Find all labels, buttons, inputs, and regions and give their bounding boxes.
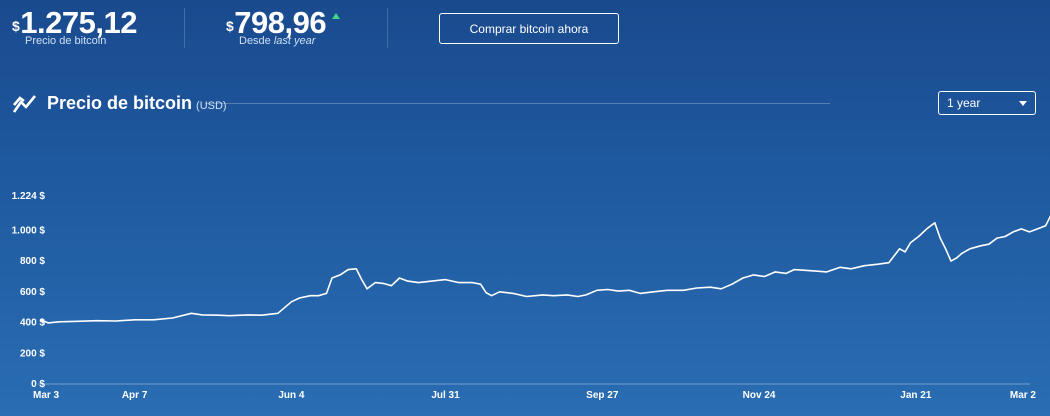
y-tick-label: 1.224 $ xyxy=(12,191,46,202)
y-tick-label: 1.000 $ xyxy=(12,225,46,236)
y-tick-label: 200 $ xyxy=(20,348,45,359)
x-tick-label: Jun 4 xyxy=(278,390,305,401)
since-price: $798,96 Desde last year xyxy=(226,6,341,47)
y-tick-label: 600 $ xyxy=(20,287,45,298)
x-tick-label: Nov 24 xyxy=(743,390,776,401)
y-tick-label: 800 $ xyxy=(20,256,45,267)
since-price-label: Desde last year xyxy=(239,35,316,47)
y-tick-label: 0 $ xyxy=(31,379,45,390)
current-price-value: $1.275,12 xyxy=(12,5,137,40)
y-axis: 0 $ 200 $ 400 $ 600 $ 800 $ 1.000 $ 1.224 $ xyxy=(12,191,46,390)
current-price: $1.275,12 Precio de bitcoin xyxy=(12,5,137,48)
series-line xyxy=(39,215,1050,324)
x-axis: Mar 3 Apr 7 Jun 4 Jul 31 Sep 27 Nov 24 Jan 21 M… xyxy=(33,390,1036,401)
current-price-label: Precio de bitcoin xyxy=(25,35,107,47)
line-chart-icon xyxy=(12,95,37,113)
x-tick-label: Mar 3 xyxy=(33,390,60,401)
divider xyxy=(184,8,185,48)
x-tick-label: Mar 2 xyxy=(1010,390,1037,401)
title-divider xyxy=(205,103,830,104)
chart-heading: Precio de bitcoin (USD) xyxy=(12,92,227,114)
buy-bitcoin-button[interactable]: Comprar bitcoin ahora xyxy=(439,13,619,44)
x-tick-label: Sep 27 xyxy=(586,390,619,401)
x-tick-label: Apr 7 xyxy=(122,390,148,401)
since-price-value: $798,96 xyxy=(226,6,341,40)
x-tick-label: Jul 31 xyxy=(431,390,460,401)
trend-up-icon xyxy=(332,13,341,19)
chart-unit: (USD) xyxy=(196,100,227,112)
y-tick-label: 400 $ xyxy=(20,318,45,329)
divider xyxy=(387,8,388,48)
x-tick-label: Jan 21 xyxy=(900,390,932,401)
range-selected: 1 year xyxy=(947,96,981,110)
chart-title: Precio de bitcoin xyxy=(47,92,193,113)
range-dropdown[interactable]: 1 year xyxy=(938,91,1036,115)
chevron-down-icon xyxy=(1019,101,1027,106)
